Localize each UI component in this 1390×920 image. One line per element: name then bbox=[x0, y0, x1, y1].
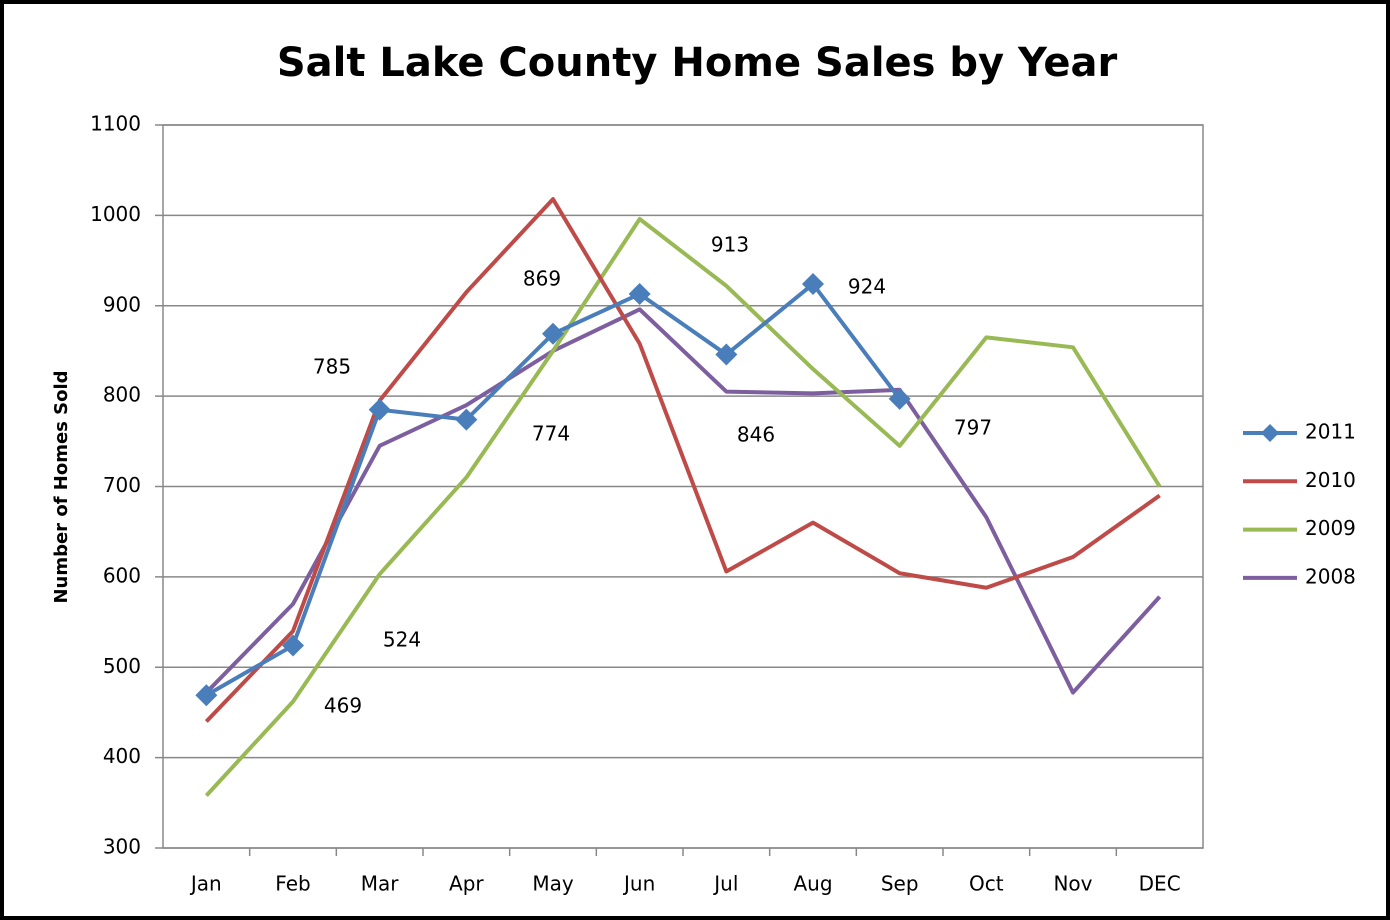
data-label: 913 bbox=[711, 233, 749, 257]
x-tick-label: May bbox=[532, 872, 574, 896]
y-tick-label: 700 bbox=[103, 473, 141, 497]
data-point bbox=[455, 408, 478, 431]
data-point bbox=[888, 387, 911, 410]
series-line bbox=[204, 307, 1162, 695]
legend-label: 2009 bbox=[1305, 516, 1356, 540]
y-tick-label: 400 bbox=[103, 744, 141, 768]
y-tick-label: 300 bbox=[103, 835, 141, 859]
data-point bbox=[628, 283, 651, 306]
x-tick-label: DEC bbox=[1139, 872, 1181, 896]
y-tick-label: 500 bbox=[103, 654, 141, 678]
data-point bbox=[542, 322, 564, 345]
y-tick-label: 900 bbox=[103, 292, 141, 316]
x-tick-label: Mar bbox=[361, 872, 400, 896]
data-label: 469 bbox=[324, 694, 362, 718]
data-label: 869 bbox=[523, 267, 561, 291]
data-label: 797 bbox=[954, 416, 992, 440]
data-label: 785 bbox=[313, 355, 351, 379]
y-tick-label: 800 bbox=[103, 383, 141, 407]
y-tick-label: 1000 bbox=[90, 202, 141, 226]
y-tick-label: 1100 bbox=[90, 112, 141, 136]
legend-label: 2008 bbox=[1305, 564, 1356, 588]
x-tick-label: Sep bbox=[881, 872, 919, 896]
x-tick-label: Oct bbox=[969, 872, 1004, 896]
x-tick-label: Jan bbox=[189, 872, 222, 896]
data-point bbox=[282, 634, 304, 657]
x-tick-label: Feb bbox=[275, 872, 310, 896]
data-label: 924 bbox=[848, 275, 886, 299]
data-label: 774 bbox=[532, 422, 570, 446]
x-tick-label: Jul bbox=[712, 872, 738, 896]
chart-title: Salt Lake County Home Sales by Year bbox=[277, 40, 1118, 86]
y-axis-label: Number of Homes Sold bbox=[51, 370, 72, 603]
x-tick-label: Jun bbox=[622, 872, 655, 896]
legend-label: 2011 bbox=[1305, 420, 1356, 444]
y-tick-label: 600 bbox=[103, 563, 141, 587]
data-point bbox=[715, 343, 738, 366]
x-tick-label: Aug bbox=[793, 872, 832, 896]
data-point bbox=[802, 273, 824, 296]
series-line bbox=[204, 197, 1161, 723]
legend-marker bbox=[1261, 424, 1279, 442]
x-tick-label: Nov bbox=[1053, 872, 1092, 896]
series-line bbox=[204, 216, 1162, 797]
data-label: 846 bbox=[737, 423, 775, 447]
data-point bbox=[195, 684, 218, 707]
data-point bbox=[368, 398, 391, 421]
legend-label: 2010 bbox=[1305, 468, 1356, 492]
data-label: 524 bbox=[383, 628, 421, 652]
x-tick-label: Apr bbox=[449, 872, 484, 896]
